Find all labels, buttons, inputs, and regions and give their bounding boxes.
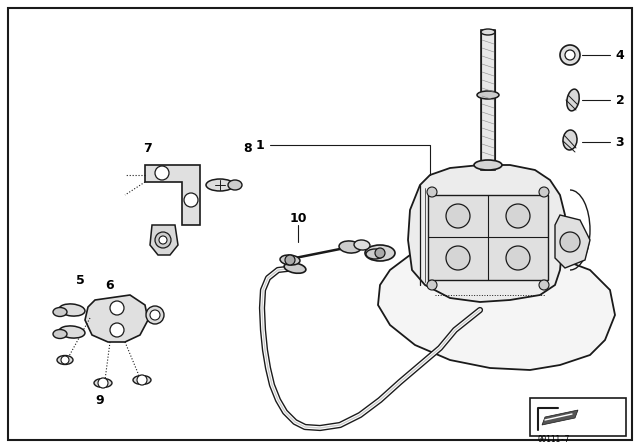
Circle shape bbox=[560, 232, 580, 252]
Circle shape bbox=[98, 378, 108, 388]
Ellipse shape bbox=[474, 160, 502, 170]
Circle shape bbox=[159, 236, 167, 244]
Circle shape bbox=[110, 301, 124, 315]
Ellipse shape bbox=[280, 255, 300, 265]
Ellipse shape bbox=[53, 329, 67, 339]
Circle shape bbox=[150, 310, 160, 320]
Text: 5: 5 bbox=[76, 273, 84, 287]
Polygon shape bbox=[555, 215, 590, 268]
Ellipse shape bbox=[339, 241, 361, 253]
Ellipse shape bbox=[366, 249, 384, 259]
Circle shape bbox=[565, 50, 575, 60]
Bar bbox=[428, 195, 548, 280]
Circle shape bbox=[375, 248, 385, 258]
Bar bbox=[481, 30, 495, 170]
Circle shape bbox=[110, 323, 124, 337]
Ellipse shape bbox=[563, 130, 577, 150]
Circle shape bbox=[184, 193, 198, 207]
Text: 9: 9 bbox=[96, 393, 104, 406]
Polygon shape bbox=[542, 410, 578, 425]
Ellipse shape bbox=[57, 356, 73, 365]
Ellipse shape bbox=[59, 326, 85, 338]
Ellipse shape bbox=[206, 179, 234, 191]
Ellipse shape bbox=[94, 379, 112, 388]
Circle shape bbox=[427, 280, 437, 290]
Circle shape bbox=[427, 187, 437, 197]
Circle shape bbox=[506, 204, 530, 228]
Bar bbox=[530, 398, 626, 436]
Text: 00111-7: 00111-7 bbox=[537, 435, 570, 444]
Text: 10: 10 bbox=[289, 211, 307, 224]
Polygon shape bbox=[378, 248, 615, 370]
Text: 4: 4 bbox=[616, 48, 625, 61]
Ellipse shape bbox=[284, 263, 306, 273]
Polygon shape bbox=[145, 165, 200, 225]
Text: 8: 8 bbox=[244, 142, 252, 155]
Circle shape bbox=[155, 232, 171, 248]
Circle shape bbox=[146, 306, 164, 324]
Ellipse shape bbox=[481, 29, 495, 35]
Circle shape bbox=[285, 255, 295, 265]
Circle shape bbox=[506, 246, 530, 270]
Ellipse shape bbox=[59, 304, 85, 316]
Text: 1: 1 bbox=[255, 138, 264, 151]
Circle shape bbox=[61, 356, 69, 364]
Circle shape bbox=[155, 166, 169, 180]
Text: 2: 2 bbox=[616, 94, 625, 107]
Ellipse shape bbox=[567, 89, 579, 111]
Ellipse shape bbox=[53, 307, 67, 316]
Polygon shape bbox=[408, 165, 565, 302]
Text: 3: 3 bbox=[616, 135, 624, 148]
Circle shape bbox=[539, 280, 549, 290]
Polygon shape bbox=[85, 295, 148, 342]
Circle shape bbox=[137, 375, 147, 385]
Ellipse shape bbox=[354, 240, 370, 250]
Ellipse shape bbox=[365, 245, 395, 261]
Ellipse shape bbox=[477, 91, 499, 99]
Polygon shape bbox=[150, 225, 178, 255]
Text: 6: 6 bbox=[106, 279, 115, 292]
Circle shape bbox=[446, 246, 470, 270]
Circle shape bbox=[446, 204, 470, 228]
Ellipse shape bbox=[133, 375, 151, 384]
Circle shape bbox=[560, 45, 580, 65]
Circle shape bbox=[539, 187, 549, 197]
Text: 7: 7 bbox=[143, 142, 152, 155]
Ellipse shape bbox=[228, 180, 242, 190]
